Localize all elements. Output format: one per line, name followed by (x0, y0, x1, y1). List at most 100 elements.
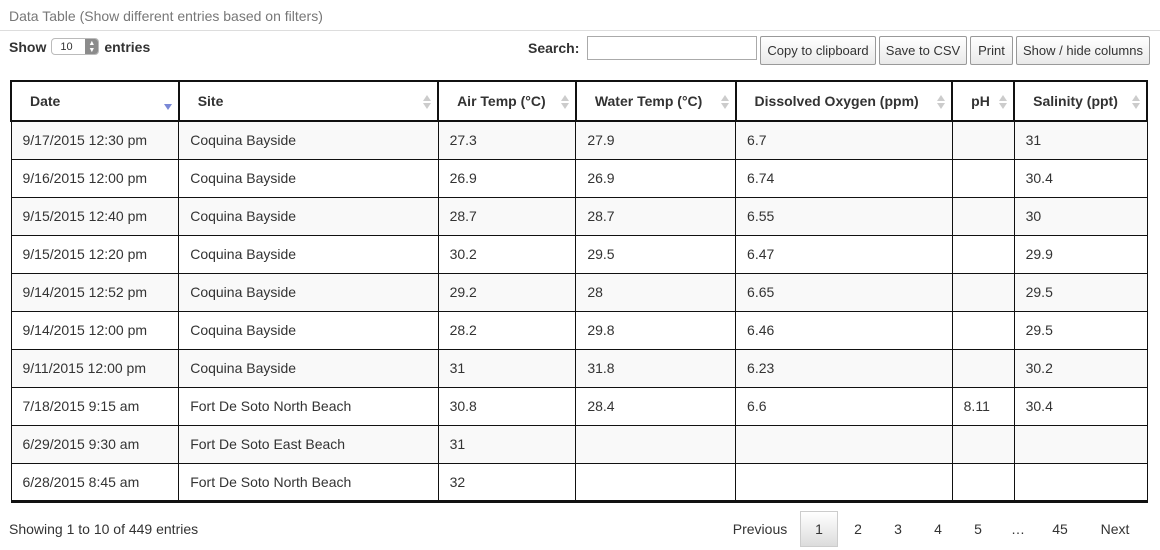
search-label: Search: (528, 40, 580, 56)
previous-page-button[interactable]: Previous (732, 521, 788, 537)
cell-air-temp: 31 (437, 348, 577, 388)
cell-air-temp: 27.3 (437, 120, 577, 160)
cell-dissolved-oxygen: 6.65 (735, 272, 953, 312)
cell-air-temp: 31 (437, 424, 577, 464)
table-row: 9/15/2015 12:20 pm Coquina Bayside 30.2 29.… (10, 234, 1148, 274)
table-body: 9/17/2015 12:30 pm Coquina Bayside 27.3 27.… (10, 120, 1148, 503)
entries-select[interactable]: 10 ▲ ▼ (51, 38, 100, 55)
table-info: Showing 1 to 10 of 449 entries (9, 521, 199, 537)
page-button-last[interactable]: 45 (1052, 521, 1068, 537)
cell-water-temp (575, 424, 737, 464)
panel-title: Data Table (Show different entries based… (9, 8, 323, 24)
table-row: 9/14/2015 12:00 pm Coquina Bayside 28.2 29.… (10, 310, 1148, 350)
column-header-site[interactable]: Site (177, 80, 440, 122)
cell-air-temp: 28.7 (437, 196, 577, 236)
page-button[interactable]: 2 (854, 521, 862, 537)
cell-air-temp: 32 (437, 462, 577, 503)
cell-date: 9/16/2015 12:00 pm (10, 158, 180, 198)
cell-site: Fort De Soto North Beach (178, 462, 439, 503)
save-to-csv-button[interactable]: Save to CSV (879, 36, 967, 65)
cell-water-temp: 28.4 (575, 386, 737, 426)
cell-air-temp: 28.2 (437, 310, 577, 350)
cell-water-temp: 29.5 (575, 234, 737, 274)
cell-dissolved-oxygen: 6.7 (735, 120, 953, 160)
cell-water-temp: 26.9 (575, 158, 737, 198)
cell-water-temp: 28 (575, 272, 737, 312)
cell-date: 9/14/2015 12:00 pm (10, 310, 180, 350)
length-label-after: entries (104, 38, 151, 55)
data-table: Date Site Air Temp (°C) Water Temp (°C) … (10, 80, 1148, 503)
page-button[interactable]: 4 (934, 521, 942, 537)
cell-ph (951, 158, 1015, 198)
table-row: 9/11/2015 12:00 pm Coquina Bayside 31 31.8 6… (10, 348, 1148, 388)
table-row: 9/14/2015 12:52 pm Coquina Bayside 29.2 28 6… (10, 272, 1148, 312)
table-row: 9/15/2015 12:40 pm Coquina Bayside 28.7 28.… (10, 196, 1148, 236)
cell-date: 9/11/2015 12:00 pm (10, 348, 180, 388)
cell-site: Coquina Bayside (178, 196, 439, 236)
sort-both-icon (937, 95, 946, 109)
cell-ph: 8.11 (951, 386, 1015, 426)
page-button[interactable]: 5 (974, 521, 982, 537)
cell-site: Coquina Bayside (178, 234, 439, 274)
cell-site: Fort De Soto East Beach (178, 424, 439, 464)
select-arrows-icon: ▲ ▼ (85, 39, 99, 54)
print-button[interactable]: Print (970, 36, 1013, 65)
cell-dissolved-oxygen (735, 424, 953, 464)
cell-ph (951, 234, 1015, 274)
pagination: Previous 1 2 3 4 5 … 45 Next (720, 511, 1148, 547)
cell-site: Fort De Soto North Beach (178, 386, 439, 426)
page-button[interactable]: 3 (894, 521, 902, 537)
cell-dissolved-oxygen: 6.47 (735, 234, 953, 274)
cell-dissolved-oxygen: 6.46 (735, 310, 953, 350)
cell-salinity: 29.5 (1013, 272, 1148, 312)
pagination-ellipsis: … (1011, 521, 1025, 537)
cell-water-temp: 31.8 (575, 348, 737, 388)
column-header-dissolved-oxygen[interactable]: Dissolved Oxygen (ppm) (734, 80, 954, 122)
cell-salinity: 30 (1013, 196, 1148, 236)
cell-salinity: 31 (1013, 120, 1148, 160)
cell-air-temp: 26.9 (437, 158, 577, 198)
cell-air-temp: 30.8 (437, 386, 577, 426)
cell-water-temp: 28.7 (575, 196, 737, 236)
cell-date: 6/28/2015 8:45 am (10, 462, 180, 503)
cell-date: 9/14/2015 12:52 pm (10, 272, 180, 312)
cell-salinity (1013, 462, 1148, 503)
page-button-current[interactable]: 1 (800, 511, 838, 547)
cell-dissolved-oxygen: 6.23 (735, 348, 953, 388)
cell-air-temp: 29.2 (437, 272, 577, 312)
sort-both-icon (1132, 95, 1140, 109)
cell-ph (951, 424, 1015, 464)
sort-both-icon (560, 95, 569, 109)
cell-salinity (1013, 424, 1148, 464)
next-page-button[interactable]: Next (1100, 521, 1130, 537)
show-hide-columns-button[interactable]: Show / hide columns (1016, 36, 1150, 65)
table-row: 9/16/2015 12:00 pm Coquina Bayside 26.9 26.… (10, 158, 1148, 198)
sort-desc-icon (163, 95, 172, 110)
cell-water-temp: 27.9 (575, 120, 737, 160)
sort-both-icon (423, 95, 432, 109)
cell-air-temp: 30.2 (437, 234, 577, 274)
copy-to-clipboard-button[interactable]: Copy to clipboard (760, 36, 876, 65)
cell-salinity: 29.9 (1013, 234, 1148, 274)
column-header-ph[interactable]: pH (951, 80, 1016, 122)
column-header-air-temp[interactable]: Air Temp (°C) (437, 80, 577, 122)
column-header-salinity[interactable]: Salinity (ppt) (1013, 80, 1148, 122)
cell-dissolved-oxygen: 6.6 (735, 386, 953, 426)
length-label-before: Show (9, 38, 47, 55)
column-header-date[interactable]: Date (10, 80, 180, 122)
cell-date: 9/15/2015 12:40 pm (10, 196, 180, 236)
table-row: 9/17/2015 12:30 pm Coquina Bayside 27.3 27.… (10, 120, 1148, 160)
sort-both-icon (720, 95, 729, 109)
cell-date: 7/18/2015 9:15 am (10, 386, 180, 426)
search-input[interactable] (587, 36, 757, 60)
cell-salinity: 30.2 (1013, 348, 1148, 388)
cell-ph (951, 120, 1015, 160)
cell-ph (951, 272, 1015, 312)
cell-salinity: 30.4 (1013, 158, 1148, 198)
sort-both-icon (999, 95, 1008, 109)
cell-salinity: 29.5 (1013, 310, 1148, 350)
cell-site: Coquina Bayside (178, 310, 439, 350)
column-header-water-temp[interactable]: Water Temp (°C) (574, 80, 737, 122)
cell-date: 9/15/2015 12:20 pm (10, 234, 180, 274)
table-row: 7/18/2015 9:15 am Fort De Soto North Beac… (10, 386, 1148, 426)
